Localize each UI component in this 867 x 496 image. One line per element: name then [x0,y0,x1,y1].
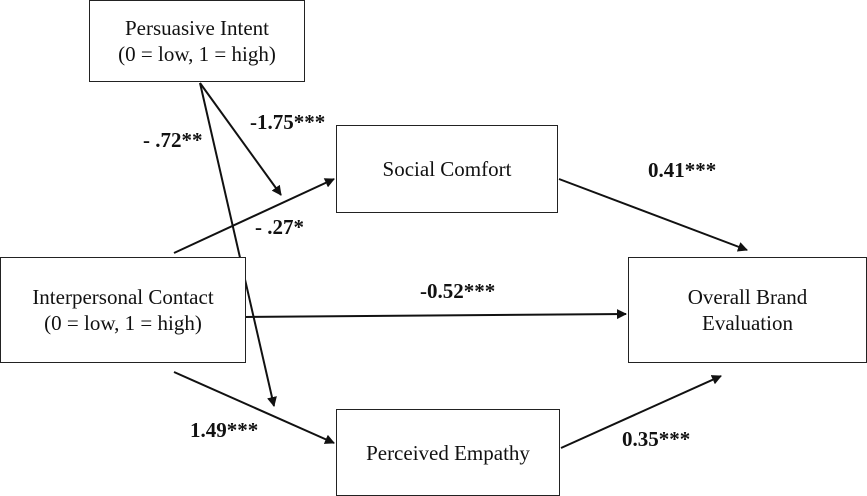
node-social-comfort: Social Comfort [336,125,558,213]
node-overall-brand-evaluation: Overall Brand Evaluation [628,257,867,363]
node-persuasive-intent-title: Persuasive Intent [124,16,270,40]
node-overall-brand-evaluation-line2: Evaluation [702,311,793,335]
coef-intent-moderation-empathy: - .72** [143,128,203,152]
arrow-intent-to-empathy-path [199,82,277,407]
coef-intent-moderation-comfort: -1.75*** [250,110,326,134]
arrow-contact-to-empathy [173,371,335,444]
node-interpersonal-contact: Interpersonal Contact (0 = low, 1 = high… [0,257,246,363]
arrow-contact-to-comfort [173,178,335,254]
coef-empathy-to-evaluation: 0.35*** [622,427,691,451]
coef-contact-to-comfort: - .27* [255,215,304,239]
node-overall-brand-evaluation-line1: Overall Brand [687,285,808,309]
arrow-empathy-to-evaluation [560,375,722,449]
arrow-comfort-to-evaluation [558,178,748,252]
arrow-contact-to-evaluation [244,309,627,320]
coef-contact-to-evaluation: -0.52*** [420,279,496,303]
coef-contact-to-empathy: 1.49*** [190,418,259,442]
node-social-comfort-title: Social Comfort [382,157,512,181]
coef-comfort-to-evaluation: 0.41*** [648,158,717,182]
node-perceived-empathy-title: Perceived Empathy [366,440,530,465]
node-persuasive-intent-subtitle: (0 = low, 1 = high) [118,42,276,66]
node-interpersonal-contact-subtitle: (0 = low, 1 = high) [44,311,202,335]
arrow-intent-to-comfort-path [199,82,282,196]
node-interpersonal-contact-title: Interpersonal Contact [32,285,214,309]
node-perceived-empathy: Perceived Empathy [336,409,560,496]
node-persuasive-intent: Persuasive Intent (0 = low, 1 = high) [89,0,305,82]
